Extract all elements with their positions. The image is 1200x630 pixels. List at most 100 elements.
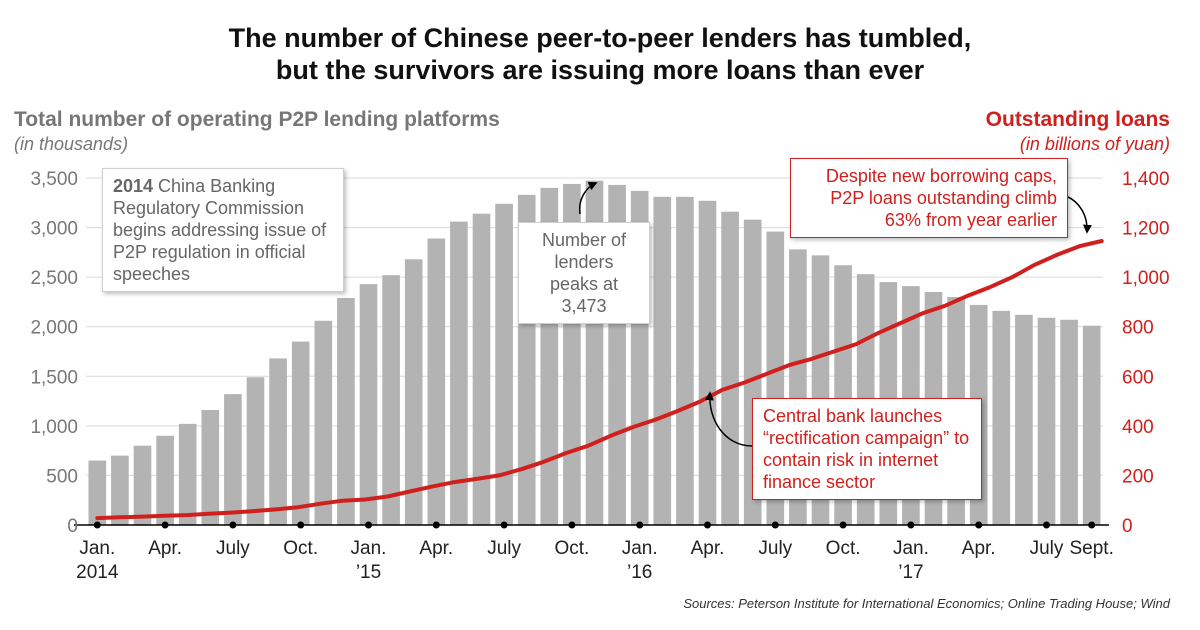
x-tick-label: Jan. xyxy=(351,538,387,559)
annotation-central-bank-text: Central bank launches “rectification cam… xyxy=(763,406,970,492)
x-tick-label: Apr. xyxy=(691,538,725,559)
bar xyxy=(269,358,287,525)
annotation-peak-text: Number of lenders peaks at 3,473 xyxy=(541,230,627,316)
right-tick-label: 1,000 xyxy=(1122,268,1170,289)
right-tick-label: 1,400 xyxy=(1122,169,1170,190)
bar xyxy=(178,423,197,525)
outstanding-loans-line xyxy=(95,239,1104,521)
bar xyxy=(88,460,107,525)
x-tick-dot xyxy=(500,521,508,529)
bar xyxy=(156,435,174,525)
x-tick-label: July xyxy=(487,538,521,559)
bar xyxy=(992,310,1011,525)
bar xyxy=(472,213,491,526)
annotation-despite-caps-text: Despite new borrowing caps, P2P loans ou… xyxy=(825,166,1057,230)
bar xyxy=(337,297,355,525)
x-tick-dot xyxy=(432,521,440,529)
x-tick-dot xyxy=(365,521,372,529)
bar xyxy=(201,409,220,525)
x-tick-dot xyxy=(839,521,847,529)
left-tick-label: 1,500 xyxy=(30,367,78,388)
bar xyxy=(676,196,694,525)
x-tick-label: Oct. xyxy=(826,538,861,559)
title-line-2: but the survivors are issuing more loans… xyxy=(275,55,925,85)
x-tick-label: July xyxy=(216,538,250,559)
chart-title: The number of Chinese peer-to-peer lende… xyxy=(0,22,1200,86)
x-tick-dot xyxy=(297,521,305,529)
x-tick-dot xyxy=(229,521,237,529)
left-tick-label: 2,000 xyxy=(30,318,78,339)
right-tick-label: 200 xyxy=(1122,466,1154,487)
left-tick-label: 3,000 xyxy=(30,219,78,240)
right-tick-label: 800 xyxy=(1122,318,1154,339)
bar xyxy=(246,377,265,525)
central-bank-arrow xyxy=(704,391,753,447)
right-tick-label: 400 xyxy=(1122,417,1154,438)
x-tick-label: July xyxy=(1030,538,1064,559)
left-axis-subtitle: (in thousands) xyxy=(14,134,129,154)
x-tick-label-year: 2014 xyxy=(76,562,119,583)
left-tick-label: 500 xyxy=(46,466,78,487)
left-tick-label: 1,000 xyxy=(30,417,78,438)
annotation-central-bank: Central bank launches “rectification cam… xyxy=(752,398,982,500)
bar xyxy=(1060,319,1078,525)
x-tick-label: Apr. xyxy=(148,538,182,559)
bar xyxy=(314,320,333,525)
x-tick-dot xyxy=(636,521,644,529)
bar xyxy=(653,196,672,525)
right-tick-label: 600 xyxy=(1122,367,1154,388)
bar xyxy=(1082,325,1101,525)
x-tick-label: Sept. xyxy=(1070,538,1114,559)
annotation-2014-text: China Banking Regulatory Commission begi… xyxy=(113,176,327,284)
left-tick-label: 2,500 xyxy=(30,268,78,289)
bar xyxy=(427,238,446,525)
bar xyxy=(495,203,513,525)
source-note: Sources: Peterson Institute for Internat… xyxy=(683,596,1170,611)
bar xyxy=(450,221,468,525)
annotation-peak: Number of lenders peaks at 3,473 xyxy=(518,222,650,324)
right-tick-label: 0 xyxy=(1122,516,1133,537)
x-tick-dot xyxy=(93,521,101,529)
x-tick-dot xyxy=(975,521,983,529)
annotation-2014-regulation: 2014 China Banking Regulatory Commission… xyxy=(102,168,344,292)
x-tick-label: Jan. xyxy=(79,538,115,559)
x-tick-label: Apr. xyxy=(419,538,453,559)
left-tick-label: 3,500 xyxy=(30,169,78,190)
peak-arrow xyxy=(578,181,598,215)
bar xyxy=(111,455,129,525)
left-axis-title: Total number of operating P2P lending pl… xyxy=(14,108,500,131)
bar xyxy=(1037,317,1056,525)
x-tick-label: Jan. xyxy=(893,538,929,559)
annotation-despite-caps: Despite new borrowing caps, P2P loans ou… xyxy=(790,158,1068,238)
right-tick-label: 1,200 xyxy=(1122,219,1170,240)
x-tick-label: Oct. xyxy=(283,538,318,559)
bar xyxy=(291,341,310,525)
bar xyxy=(698,200,717,525)
left-tick-label: 0 xyxy=(67,516,78,537)
bar xyxy=(404,259,423,525)
bar xyxy=(133,445,152,525)
x-tick-label: Apr. xyxy=(962,538,996,559)
bar xyxy=(382,275,400,525)
x-tick-dot xyxy=(568,521,576,529)
x-tick-dot xyxy=(907,521,915,529)
x-tick-label: Oct. xyxy=(554,538,589,559)
right-axis-title: Outstanding loans xyxy=(985,108,1170,131)
x-tick-dot xyxy=(161,521,169,529)
annotation-2014-year: 2014 xyxy=(113,176,154,196)
title-line-1: The number of Chinese peer-to-peer lende… xyxy=(228,23,972,53)
bar xyxy=(359,284,378,525)
x-tick-dot xyxy=(771,521,779,529)
right-axis-subtitle: (in billions of yuan) xyxy=(1019,134,1170,154)
x-tick-label: July xyxy=(758,538,792,559)
x-tick-label-year: ’17 xyxy=(898,562,923,583)
bar xyxy=(1015,314,1033,525)
bar xyxy=(721,211,739,526)
x-tick-label: Jan. xyxy=(622,538,658,559)
x-tick-label-year: ’15 xyxy=(356,562,381,583)
x-tick-label-year: ’16 xyxy=(627,562,652,583)
x-tick-dot xyxy=(704,521,711,529)
x-tick-dot xyxy=(1088,521,1096,529)
x-tick-dot xyxy=(1043,521,1050,529)
bar xyxy=(224,394,242,525)
